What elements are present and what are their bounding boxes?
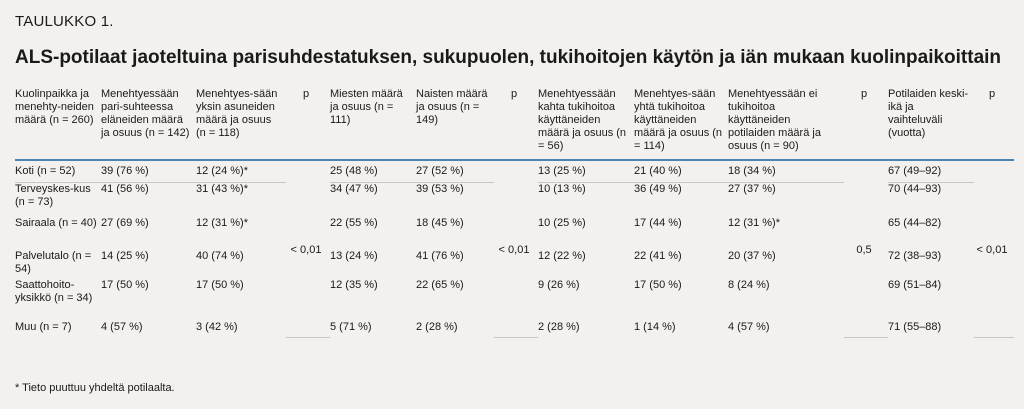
table-cell: 71 (55–88) [888,321,942,333]
table-cell: 36 (49 %) [634,183,682,195]
table-cell: 22 (65 %) [416,279,464,291]
table-cell: 18 (34 %) [728,160,844,183]
row-label: Palvelutalo (n = 54) [15,250,92,275]
table-title: ALS-potilaat jaoteltuina parisuhdestatuk… [15,47,1002,68]
table-label: TAULUKKO 1. [15,13,114,30]
table-cell: 18 (45 %) [416,217,464,229]
col-header-women: Naisten määrä ja osuus (n = 149) [416,88,488,126]
table-cell: 17 (50 %) [196,279,244,291]
table-cell: 4 (57 %) [101,321,143,333]
col-header-no-support: Menehtyessään ei tukihoitoa käyttäneiden… [728,88,821,152]
table-row: Saattohoito-yksikkö (n = 34) 17 (50 %) 1… [15,279,1014,321]
table-cell: 8 (24 %) [728,279,770,291]
table-cell: 25 (48 %) [330,160,416,183]
table-row: Koti (n = 52) 39 (76 %) 12 (24 %)* < 0,0… [15,160,1014,338]
table-row: Sairaala (n = 40) 27 (69 %) 12 (31 %)* 2… [15,217,1014,250]
table-cell: 67 (49–92) [888,160,974,183]
table-cell: 72 (38–93) [888,250,942,262]
p-value-cell: < 0,01 [494,160,538,338]
table-cell: 9 (26 %) [538,279,580,291]
data-table: Kuolinpaikka ja menehty-neiden määrä (n … [15,88,1014,338]
table-cell: 4 (57 %) [728,321,770,333]
table-cell: 27 (52 %) [416,160,494,183]
table-cell: 5 (71 %) [330,321,372,333]
row-label: Muu (n = 7) [15,321,72,333]
table-cell: 17 (50 %) [634,279,682,291]
table-cell: 41 (56 %) [101,183,149,195]
table-cell: 70 (44–93) [888,183,942,195]
table-row: Muu (n = 7) 4 (57 %) 3 (42 %) 5 (71 %) 2… [15,321,1014,337]
table-cell: 27 (69 %) [101,217,149,229]
col-header-location: Kuolinpaikka ja menehty-neiden määrä (n … [15,88,94,126]
col-header-men: Miesten määrä ja osuus (n = 111) [330,88,403,126]
table-cell: 10 (13 %) [538,183,586,195]
table-cell: 17 (44 %) [634,217,682,229]
table-row: Terveyskes-kus (n = 73) 41 (56 %) 31 (43… [15,183,1014,218]
p-value-cell: < 0,01 [286,160,330,338]
table-cell: 12 (31 %)* [728,217,780,229]
row-label: Koti (n = 52) [15,160,101,183]
p-value-cell: 0,5 [844,160,888,338]
col-header-one-support: Menehtyes-sään yhtä tukihoitoa käyttänei… [634,88,723,152]
table-cell: 21 (40 %) [634,160,728,183]
table-cell: 69 (51–84) [888,279,942,291]
table-cell: 10 (25 %) [538,217,586,229]
col-header-alone: Menehtyes-sään yksin asuneiden määrä ja … [196,88,278,139]
table-cell: 12 (31 %)* [196,217,248,229]
footnote: * Tieto puuttuu yhdeltä potilaalta. [15,382,175,394]
p-value-cell: < 0,01 [974,160,1014,338]
row-label: Saattohoito-yksikkö (n = 34) [15,279,93,304]
col-header-p: p [510,88,518,100]
header-row: Kuolinpaikka ja menehty-neiden määrä (n … [15,88,1014,160]
table-cell: 3 (42 %) [196,321,238,333]
table-cell: 12 (22 %) [538,250,586,262]
col-header-partner: Menehtyessään pari-suhteessa eläneiden m… [101,88,190,139]
row-label: Terveyskes-kus (n = 73) [15,183,91,208]
table-cell: 41 (76 %) [416,250,464,262]
col-header-p: p [988,88,996,100]
table-cell: 13 (25 %) [538,160,634,183]
table-cell: 22 (55 %) [330,217,378,229]
col-header-p: p [302,88,310,100]
table-cell: 40 (74 %) [196,250,244,262]
table-cell: 13 (24 %) [330,250,378,262]
row-label: Sairaala (n = 40) [15,217,97,229]
table-cell: 20 (37 %) [728,250,776,262]
table-cell: 12 (24 %)* [196,160,286,183]
table-cell: 1 (14 %) [634,321,676,333]
table-cell: 34 (47 %) [330,183,378,195]
table-cell: 22 (41 %) [634,250,682,262]
table-cell: 39 (76 %) [101,160,196,183]
table-cell: 2 (28 %) [416,321,458,333]
table-cell: 17 (50 %) [101,279,149,291]
col-header-p: p [860,88,868,100]
table-cell: 39 (53 %) [416,183,464,195]
table-cell: 2 (28 %) [538,321,580,333]
table-cell: 65 (44–82) [888,217,942,229]
table-cell: 12 (35 %) [330,279,378,291]
table-cell: 31 (43 %)* [196,183,248,195]
col-header-age: Potilaiden keski-ikä ja vaihteluväli (vu… [888,88,969,139]
table-cell: 14 (25 %) [101,250,149,262]
table-cell: 27 (37 %) [728,183,776,195]
table-row: Palvelutalo (n = 54) 14 (25 %) 40 (74 %)… [15,250,1014,279]
col-header-two-support: Menehtyessään kahta tukihoitoa käyttänei… [538,88,627,152]
